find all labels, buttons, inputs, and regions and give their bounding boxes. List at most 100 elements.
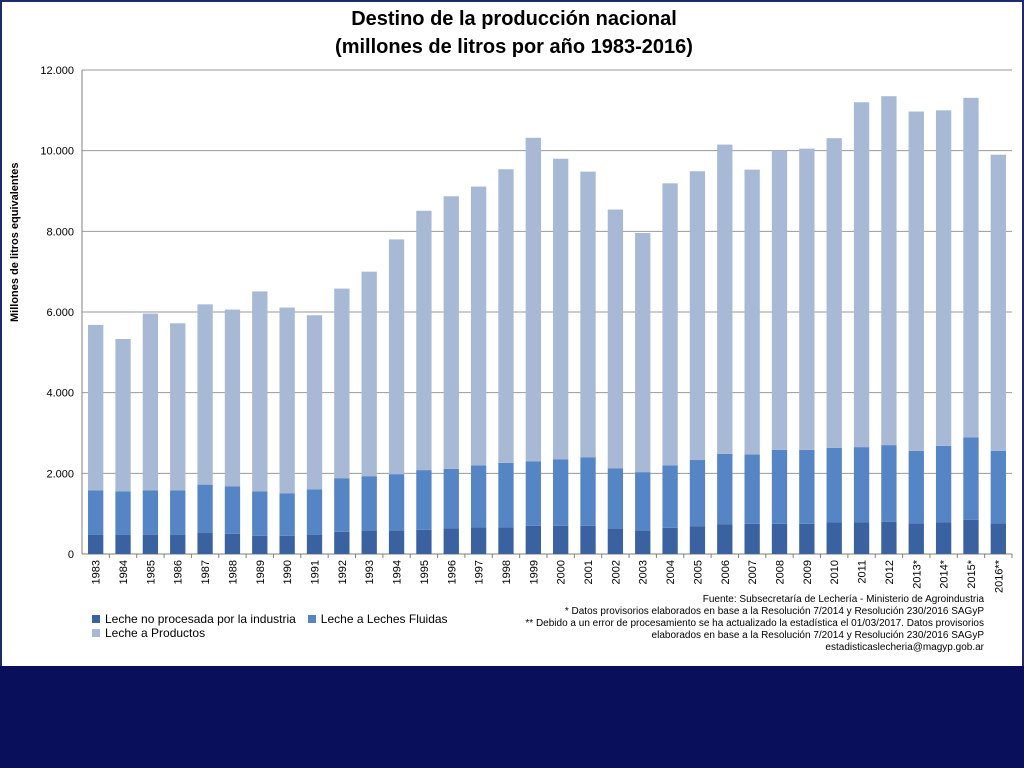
y-tick-label: 8.000: [46, 226, 74, 238]
x-tick-label: 1985: [145, 560, 157, 584]
x-tick-label: 2014*: [939, 559, 951, 588]
bar-fluidas-2004: [662, 465, 678, 528]
y-tick-label: 6.000: [46, 307, 74, 319]
bar-fluidas-2014: [935, 445, 952, 523]
bar-fluidas-2003: [635, 472, 651, 531]
chart-subtitle: (millones de litros por año 1983-2016): [335, 36, 693, 58]
bar-fluidas-1995: [416, 470, 432, 530]
x-tick-label: 2001: [583, 560, 595, 584]
bar-no-procesada-1992: [334, 531, 350, 554]
y-tick-label: 12.000: [40, 65, 74, 77]
x-tick-label: 1994: [392, 560, 404, 584]
legend-item-fluidas: Leche a Leches Fluidas: [307, 612, 448, 626]
bar-no-procesada-2006: [717, 524, 733, 554]
x-tick-label: 2010: [829, 560, 841, 584]
x-tick-label: 1988: [227, 560, 239, 584]
bar-fluidas-2013: [908, 450, 924, 524]
bar-productos-1994: [388, 239, 405, 475]
footer-band: [0, 666, 1024, 768]
bar-productos-1993: [361, 271, 377, 477]
bar-no-procesada-2008: [771, 523, 788, 554]
bar-productos-1989: [252, 291, 268, 492]
bar-productos-1998: [498, 169, 514, 463]
bar-fluidas-1998: [498, 462, 514, 528]
bar-productos-1988: [224, 309, 241, 487]
bar-productos-1999: [525, 137, 541, 462]
bar-productos-1995: [416, 210, 432, 471]
legend-label: Leche no procesada por la industria: [105, 612, 296, 626]
legend-swatch: [307, 615, 316, 623]
bar-productos-2009: [799, 148, 815, 450]
bar-no-procesada-2001: [580, 525, 596, 554]
bar-no-procesada-2011: [853, 522, 870, 554]
bar-fluidas-2016: [990, 450, 1006, 524]
bar-productos-2008: [771, 150, 788, 450]
x-tick-label: 2006: [720, 560, 732, 584]
bar-productos-1990: [279, 307, 295, 494]
bar-productos-2015: [963, 97, 979, 438]
chart-plot: 0 2.000 4.000 6.000 8.000 10.000 12.000 1983 198…: [40, 65, 1013, 593]
bar-fluidas-2011: [853, 447, 870, 523]
bar-no-procesada-1988: [224, 533, 241, 554]
bar-no-procesada-2012: [881, 521, 897, 554]
legend-label: Leche a Leches Fluidas: [320, 612, 448, 626]
bar-productos-2005: [689, 171, 706, 461]
bar-fluidas-1993: [361, 476, 377, 531]
bar-fluidas-2005: [689, 460, 706, 527]
bar-productos-2003: [635, 232, 651, 473]
x-tick-label: 2002: [610, 560, 622, 584]
contact-email: estadisticaslecheria@magyp.gob.ar: [825, 642, 984, 653]
bar-no-procesada-2014: [935, 522, 952, 554]
bar-no-procesada-1991: [306, 534, 323, 554]
slide-area: Destino de la producción nacional (millo…: [0, 0, 1024, 666]
x-tick-label: 1989: [255, 560, 267, 584]
bar-no-procesada-1996: [443, 528, 459, 554]
x-tick-label: 1999: [528, 560, 540, 584]
bar-fluidas-1985: [142, 490, 159, 535]
bar-no-procesada-1999: [525, 525, 541, 554]
x-tick-label: 2009: [802, 560, 814, 584]
chart-legend: Leche no procesada por la industria Lech…: [92, 612, 460, 640]
bar-productos-2011: [853, 102, 870, 448]
note-error-line1: ** Debido a un error de procesamiento se…: [525, 618, 984, 629]
y-tick-label: 10.000: [40, 146, 74, 158]
bar-no-procesada-1998: [498, 527, 514, 554]
x-tick-label: 1997: [474, 560, 486, 584]
bar-no-procesada-1990: [279, 535, 295, 554]
legend-item-productos: Leche a Productos: [92, 626, 205, 640]
legend-swatch: [92, 615, 100, 623]
bar-no-procesada-2002: [607, 528, 624, 554]
bar-no-procesada-1987: [197, 533, 213, 554]
y-tick-label: 2.000: [46, 468, 74, 480]
bar-fluidas-1984: [115, 491, 131, 535]
bar-productos-2012: [881, 96, 897, 446]
bar-fluidas-2007: [744, 454, 760, 524]
bar-productos-2013: [908, 111, 924, 451]
bar-fluidas-1983: [88, 490, 104, 535]
x-tick-label: 2013*: [911, 559, 923, 588]
bar-fluidas-2006: [717, 453, 733, 525]
legend-swatch: [92, 629, 100, 637]
x-tick-label: 1996: [446, 560, 458, 584]
bar-no-procesada-2003: [635, 530, 651, 554]
x-tick-label: 2004: [665, 560, 677, 584]
bar-no-procesada-1984: [115, 534, 131, 554]
bar-fluidas-2001: [580, 457, 596, 526]
bar-no-procesada-2000: [553, 525, 569, 554]
bar-no-procesada-1994: [388, 530, 405, 554]
x-tick-label: 2012: [884, 560, 896, 584]
bar-no-procesada-1997: [470, 527, 487, 554]
bar-no-procesada-1985: [142, 534, 159, 554]
x-tick-label: 1998: [501, 560, 513, 584]
x-tick-label: 1987: [200, 560, 212, 584]
bar-fluidas-1994: [388, 474, 405, 531]
y-tick-label: 0: [68, 549, 74, 561]
x-tick-label: 1995: [419, 560, 431, 584]
legend-label: Leche a Productos: [105, 626, 206, 640]
bar-productos-2006: [717, 144, 733, 454]
bar-productos-2004: [662, 183, 678, 466]
bar-no-procesada-2007: [744, 523, 760, 554]
bar-fluidas-1986: [170, 490, 186, 535]
x-tick-label: 2016**: [993, 559, 1005, 593]
bar-fluidas-1990: [279, 493, 295, 536]
